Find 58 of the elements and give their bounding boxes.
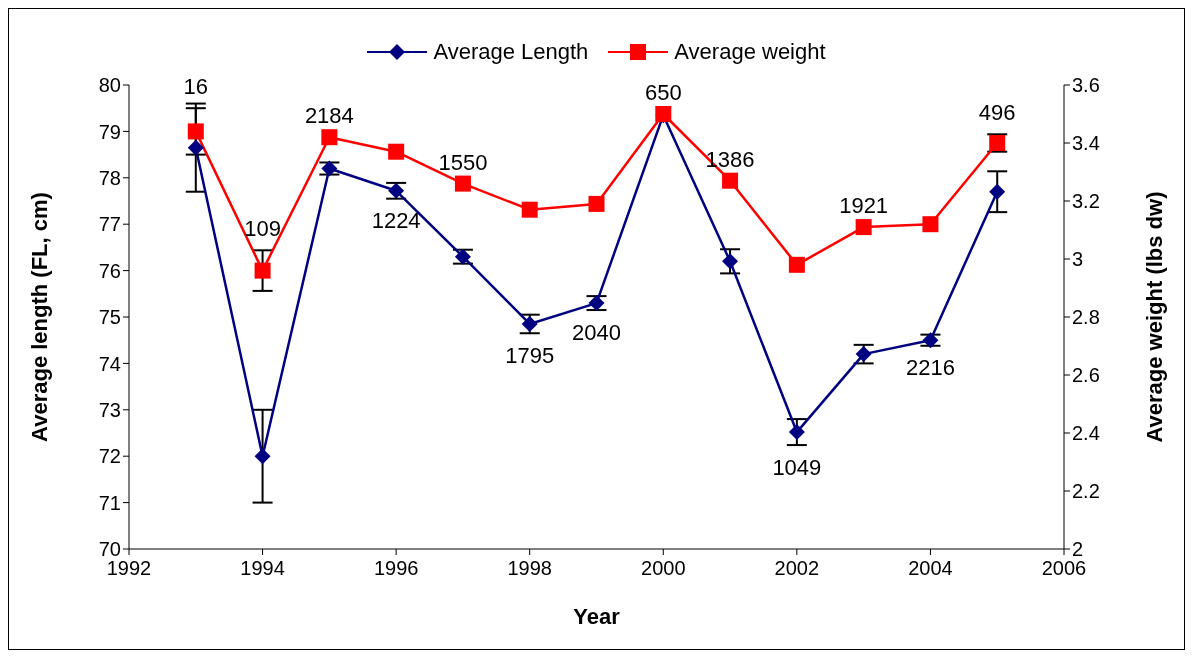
point <box>788 424 805 441</box>
y-tick-label: 80 <box>98 74 121 97</box>
point <box>922 216 939 233</box>
x-tick-label: 1994 <box>240 557 285 580</box>
y2-tick-label: 3.6 <box>1072 74 1100 97</box>
point <box>388 143 405 160</box>
point <box>187 139 204 156</box>
annotation: 650 <box>644 80 682 105</box>
annotation: 2216 <box>905 355 955 381</box>
point <box>521 201 538 218</box>
y2-tick-label: 2.4 <box>1072 422 1100 445</box>
y-tick-label: 78 <box>98 166 121 189</box>
y2-tick-label: 3.2 <box>1072 190 1100 213</box>
annotation: 1921 <box>839 193 889 219</box>
x-tick-label: 2002 <box>774 557 820 580</box>
point <box>321 129 338 146</box>
x-tick-label: 1996 <box>373 557 419 580</box>
x-tick-label: 1998 <box>507 557 552 580</box>
y-tick-label: 75 <box>98 306 121 329</box>
annotation: 496 <box>978 100 1016 126</box>
annotation: 1550 <box>438 149 488 175</box>
legend-label: Average weight <box>673 39 826 65</box>
x-tick-label: 2004 <box>908 557 953 580</box>
point <box>989 183 1006 200</box>
y2-tick-label: 3.4 <box>1072 132 1100 155</box>
annotation: 1386 <box>705 146 755 172</box>
y-tick-label: 77 <box>98 213 121 236</box>
x-tick-label: 2000 <box>641 557 686 580</box>
y-tick-label: 79 <box>98 120 121 143</box>
point <box>254 448 271 465</box>
y-axis-title: Average length (FL, cm) <box>26 192 52 442</box>
x-axis-title: Year <box>573 604 621 629</box>
y-tick-label: 74 <box>98 352 121 375</box>
point <box>254 262 271 279</box>
annotation: 1224 <box>371 208 421 234</box>
point <box>187 123 204 140</box>
y2-tick-label: 2.8 <box>1072 306 1100 329</box>
annotation: 1049 <box>772 454 822 480</box>
annotation: 16 <box>183 74 209 100</box>
annotation: 1795 <box>505 342 555 368</box>
y2-tick-label: 3 <box>1072 248 1084 271</box>
legend-label: Average Length <box>432 39 589 65</box>
y-tick-label: 71 <box>98 491 121 514</box>
annotation: 109 <box>244 216 281 242</box>
y2-tick-label: 2.6 <box>1072 364 1100 387</box>
point <box>855 219 872 236</box>
y-tick-label: 76 <box>98 259 121 282</box>
point <box>788 256 805 273</box>
point <box>722 253 739 270</box>
y-tick-label: 72 <box>98 445 121 468</box>
annotation: 2184 <box>304 103 354 129</box>
y-tick-label: 73 <box>98 398 121 421</box>
point <box>588 195 605 212</box>
y2-axis-title: Average weight (lbs dw) <box>1141 191 1167 443</box>
y2-tick-label: 2.2 <box>1072 480 1100 503</box>
point <box>722 172 739 189</box>
annotation: 2040 <box>572 319 621 345</box>
point <box>454 175 471 192</box>
